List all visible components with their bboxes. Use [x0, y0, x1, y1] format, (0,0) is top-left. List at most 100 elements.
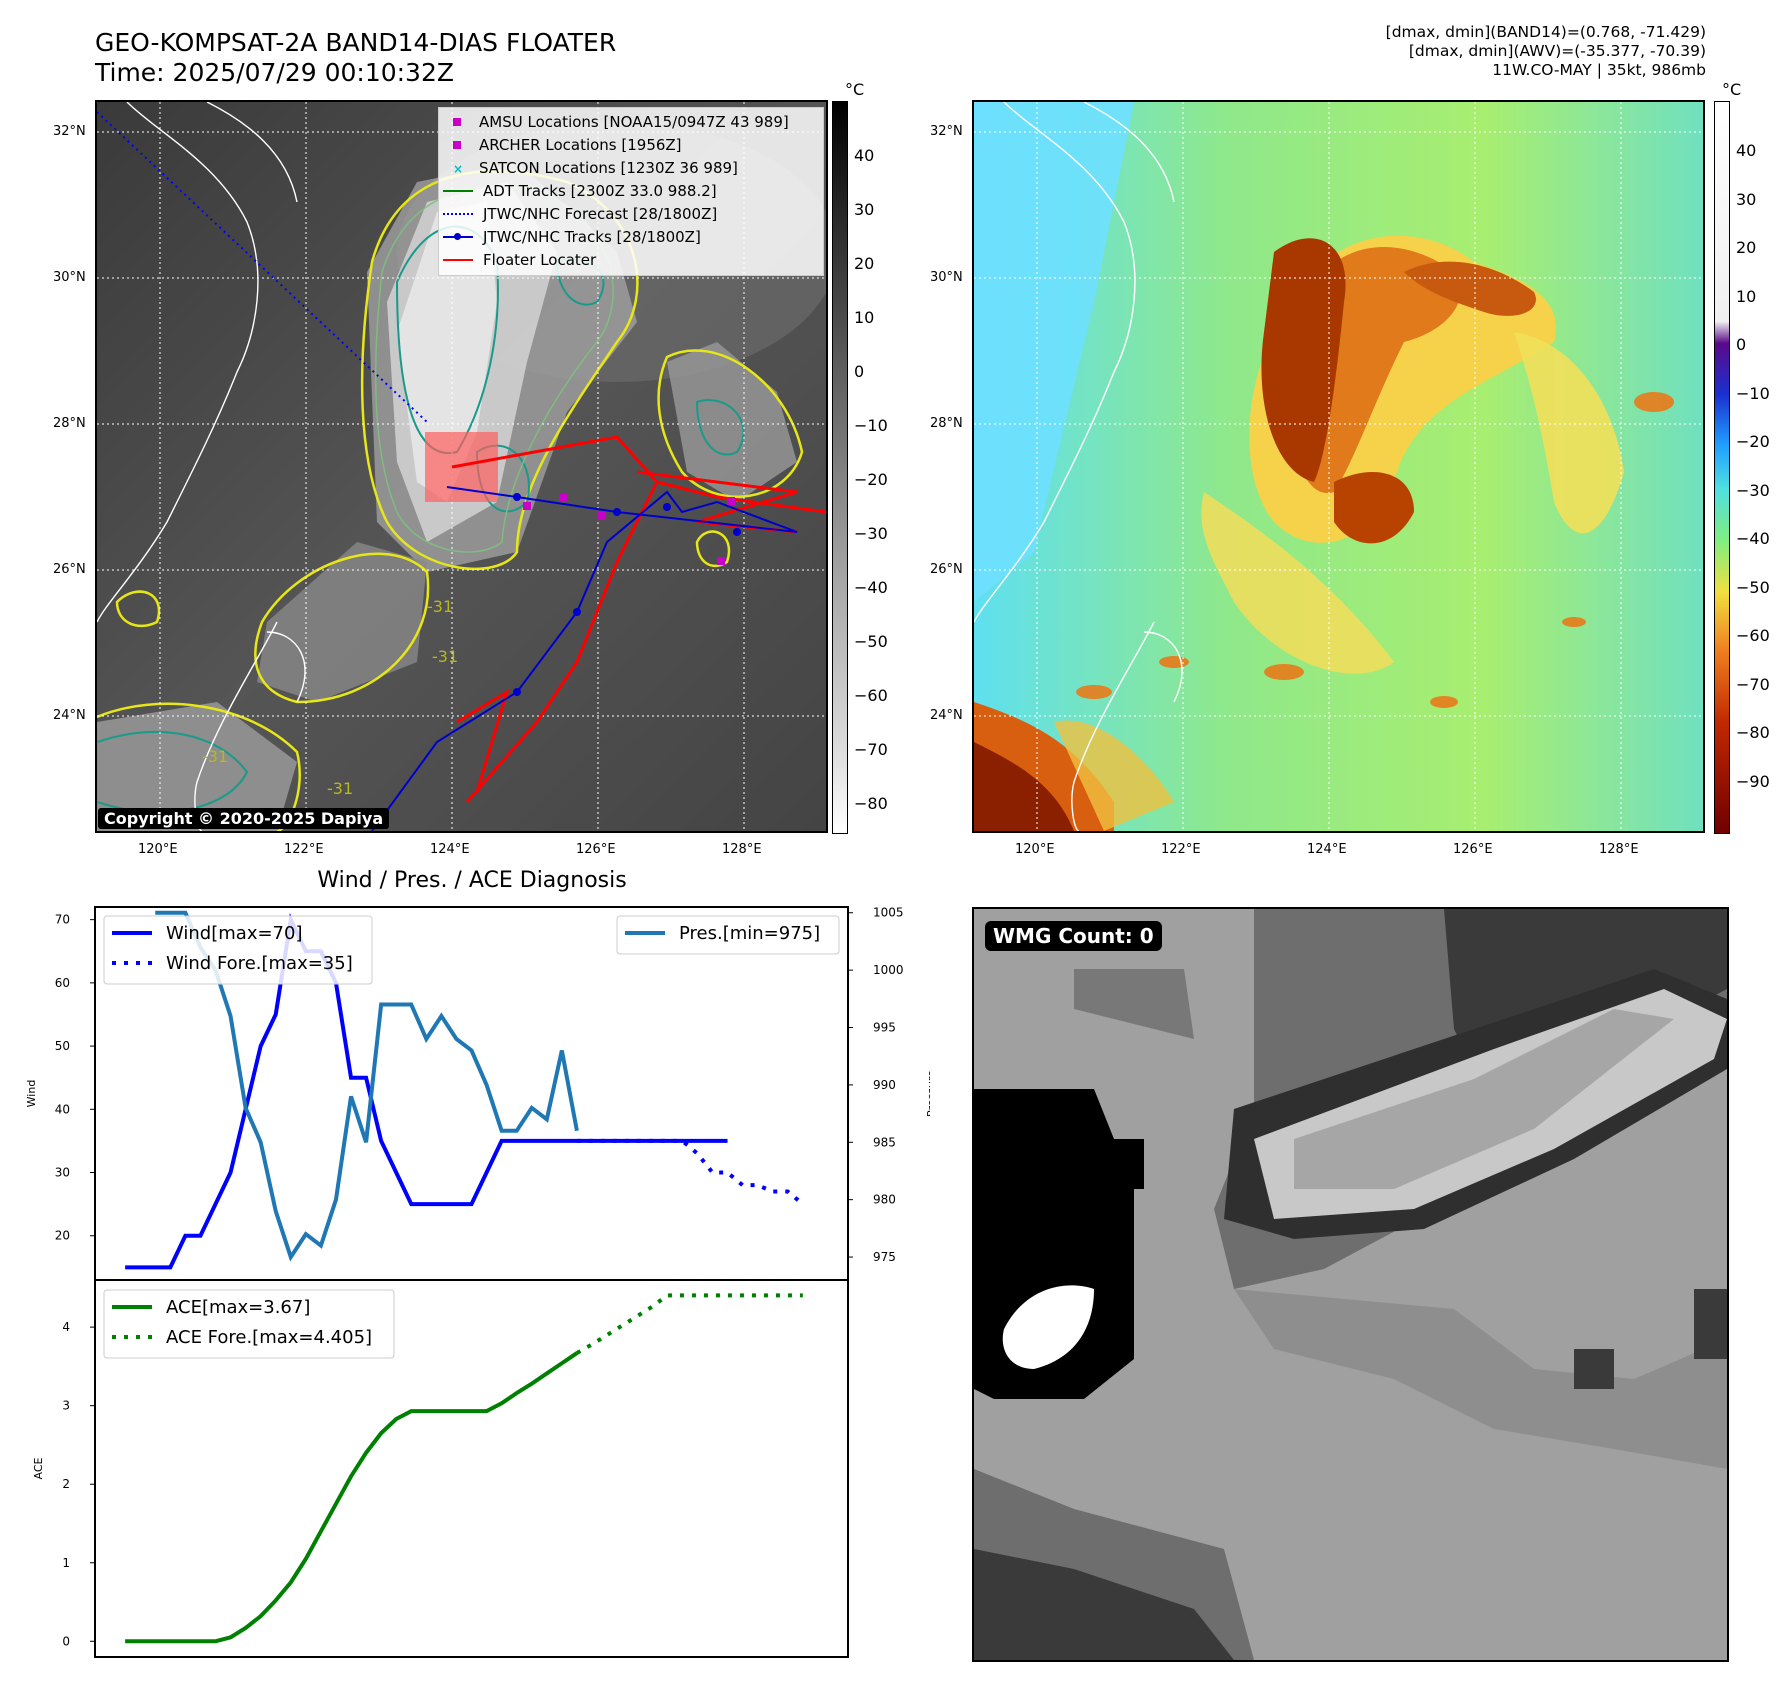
- legend-amsu: AMSU Locations [NOAA15/0947Z 43 989]: [453, 113, 789, 131]
- lat-label: 30°N: [930, 270, 963, 285]
- amsu-markers: [523, 494, 735, 565]
- colorbar-tick-label: 0: [854, 362, 865, 381]
- pressure-legend-label: Pres.[min=975]: [679, 923, 820, 944]
- ace-ytick-label: 2: [62, 1477, 70, 1491]
- figure-title: GEO-KOMPSAT-2A BAND14-DIAS FLOATER Time:…: [95, 28, 616, 88]
- colorbar-tick-label: −50: [854, 632, 888, 651]
- legend-line: [443, 190, 473, 192]
- wmg-count-label: WMG Count: 0: [985, 921, 1162, 951]
- pressure-ytick-label: 975: [873, 1250, 896, 1264]
- ace-ytick-label: 1: [62, 1556, 70, 1570]
- colorbar-tick-label: −20: [1736, 432, 1770, 451]
- header-band14-range: [dmax, dmin](BAND14)=(0.768, -71.429): [1385, 23, 1706, 41]
- wind-ytick-label: 20: [55, 1229, 70, 1243]
- lat-label: 32°N: [930, 124, 963, 139]
- color-colorbar-unit: °C: [1722, 80, 1742, 99]
- lon-label: 128°E: [722, 842, 762, 857]
- colorbar-tick-label: 30: [854, 200, 875, 219]
- ace-legend-label: ACE[max=3.67]: [166, 1297, 310, 1318]
- legend-adt: ADT Tracks [2300Z 33.0 988.2]: [443, 182, 717, 200]
- header-stats: [dmax, dmin](BAND14)=(0.768, -71.429) [d…: [1386, 23, 1706, 80]
- wind-ytick-label: 50: [55, 1039, 70, 1053]
- lon-label: 122°E: [1161, 842, 1201, 857]
- legend-tracks-label: JTWC/NHC Tracks [28/1800Z]: [483, 228, 701, 246]
- lat-label: 28°N: [930, 416, 963, 431]
- title-satellite: GEO-KOMPSAT-2A BAND14-DIAS FLOATER: [95, 28, 617, 57]
- contour-label: -31: [432, 647, 458, 666]
- wind-pressure-panel: 20 30 40 50 60 70 975 980 985 990 995 1000 1005 Wind P…: [25, 906, 930, 1281]
- floater-tracks: [451, 435, 826, 803]
- pressure-ytick-label: 980: [873, 1193, 896, 1207]
- lat-label: 24°N: [53, 708, 86, 723]
- colorbar-tick-label: 10: [1736, 286, 1757, 306]
- colorbar-tick-label: −40: [854, 578, 888, 597]
- awv-map-gridlines: [974, 102, 1703, 831]
- wind-ytick-label: 40: [55, 1102, 70, 1116]
- lat-label: 32°N: [53, 124, 86, 139]
- colorbar-tick-label: 40: [1736, 141, 1757, 160]
- legend-line: [443, 213, 473, 215]
- colorbar-tick-label: −10: [1736, 383, 1770, 403]
- pressure-ytick-label: 1000: [873, 963, 904, 977]
- legend-archer-label: ARCHER Locations [1956Z]: [479, 136, 682, 154]
- ace-ytick-label: 4: [62, 1320, 70, 1334]
- legend-marker: [453, 141, 461, 149]
- colorbar-tick-label: −90: [1736, 771, 1770, 791]
- wind-ytick-label: 30: [55, 1166, 70, 1180]
- ace-forecast-legend-label: ACE Fore.[max=4.405]: [166, 1327, 372, 1348]
- pressure-ylabel: Pressure: [925, 1070, 930, 1117]
- wmg-image: [974, 909, 1727, 1660]
- ace-ytick-label: 3: [62, 1399, 70, 1413]
- colorbar-tick-label: −80: [1736, 723, 1770, 742]
- lon-label: 126°E: [576, 842, 616, 857]
- pressure-series-line: [155, 910, 579, 1262]
- gray-colorbar-unit: °C: [845, 80, 865, 99]
- colorbar-tick-label: −60: [854, 686, 888, 705]
- contour-label: -31: [427, 597, 453, 616]
- colorbar-tick-label: −70: [1736, 674, 1770, 694]
- lon-label: 124°E: [1307, 842, 1347, 857]
- pressure-legend: Pres.[min=975]: [616, 915, 840, 955]
- ace-panel-frame: [94, 1279, 849, 1658]
- legend-floater: Floater Locater: [443, 251, 596, 269]
- contour-labels: -31 -31 -31 -31: [202, 597, 458, 798]
- wind-forecast-legend-label: Wind Fore.[max=35]: [166, 953, 353, 974]
- title-time: Time: 2025/07/29 00:10:32Z: [95, 58, 454, 87]
- colorbar-tick-label: 20: [854, 254, 875, 273]
- legend-amsu-label: AMSU Locations [NOAA15/0947Z 43 989]: [479, 113, 789, 131]
- ace-ylabel: ACE: [32, 1457, 45, 1479]
- wind-forecast-line: [576, 1138, 805, 1206]
- lon-label: 128°E: [1599, 842, 1639, 857]
- copyright-label: Copyright © 2020-2025 Dapiya: [98, 808, 390, 829]
- pressure-ytick-label: 1005: [873, 906, 904, 920]
- colorbar-tick-label: 0: [1736, 335, 1747, 354]
- lon-label: 120°E: [1015, 842, 1055, 857]
- legend-line: [443, 259, 473, 261]
- colorbar-tick-label: 30: [1736, 189, 1757, 209]
- color-colorbar: [1714, 101, 1730, 834]
- ace-panel: 0 1 2 3 4 ACE ACE[max=3.67] ACE Fore.[max=4.405…: [32, 1279, 849, 1658]
- wmg-panel: WMG Count: 0: [972, 907, 1729, 1662]
- legend-floater-label: Floater Locater: [483, 251, 597, 269]
- colorbar-tick-label: −60: [1736, 626, 1770, 645]
- jtwc-track-points: [513, 493, 741, 696]
- pressure-ytick-label: 985: [873, 1135, 896, 1149]
- wind-ytick-label: 70: [55, 913, 70, 927]
- awv-map-panel: [972, 100, 1705, 833]
- colorbar-tick-label: −30: [1736, 480, 1770, 500]
- header-awv-range: [dmax, dmin](AWV)=(-35.377, -70.39): [1408, 42, 1706, 60]
- lat-label: 24°N: [930, 708, 963, 723]
- legend-marker: [453, 118, 461, 126]
- lon-label: 120°E: [138, 842, 178, 857]
- lon-label: 124°E: [430, 842, 470, 857]
- lon-label: 122°E: [284, 842, 324, 857]
- diagnosis-title: Wind / Pres. / ACE Diagnosis: [317, 868, 626, 893]
- wind-legend: Wind[max=70] Wind Fore.[max=35]: [103, 915, 373, 985]
- legend-marker: ×: [453, 162, 464, 176]
- colorbar-tick-label: −50: [1736, 577, 1770, 597]
- wind-ytick-label: 60: [55, 976, 70, 990]
- colorbar-tick-label: −70: [854, 740, 888, 759]
- lat-label: 26°N: [930, 562, 963, 577]
- lon-label: 126°E: [1453, 842, 1493, 857]
- legend-forecast-label: JTWC/NHC Forecast [28/1800Z]: [483, 205, 718, 223]
